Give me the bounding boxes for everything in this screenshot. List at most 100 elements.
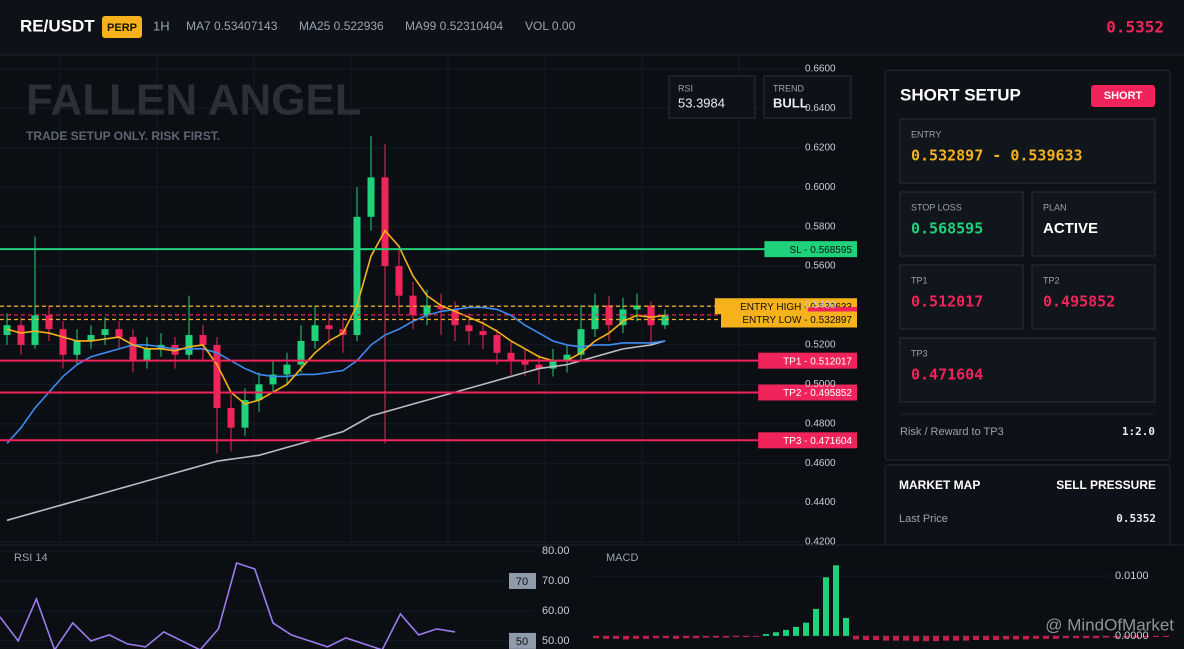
candle-body [507, 352, 515, 361]
macd-bar [963, 635, 969, 641]
tp2-value: 0.495852 [1043, 293, 1115, 311]
candle-body [297, 340, 305, 365]
y-tick-label: 0.5200 [805, 340, 836, 351]
candle-body [661, 315, 669, 326]
rr-value: 1:2.0 [1122, 425, 1155, 438]
y-tick-label: 0.6400 [805, 103, 836, 114]
ma99-info: MA99 0.52310404 [405, 19, 503, 33]
macd-bar [1013, 635, 1019, 640]
candle-body [269, 374, 277, 385]
y-tick-label: 0.5000 [805, 379, 836, 390]
trend-box-label: TREND [773, 83, 804, 93]
candle-body [465, 325, 473, 332]
macd-bar [763, 634, 769, 636]
candle-body [521, 360, 529, 365]
macd-bar [783, 629, 789, 636]
candle-body [549, 360, 557, 369]
top-bar [0, 0, 1184, 55]
candle-body [619, 309, 627, 326]
candle-body [311, 325, 319, 341]
plan-card [1031, 191, 1156, 257]
short-button-bg[interactable] [1091, 85, 1155, 107]
y-tick-label: 0.6200 [805, 142, 836, 153]
level-tag [764, 241, 857, 258]
symbol: RE/USDT [20, 16, 95, 35]
y-tick-label: 0.4800 [805, 418, 836, 429]
y-tick-label: 0.5400 [805, 300, 836, 311]
y-tick-label: 60.00 [542, 605, 570, 617]
macd-bar [843, 617, 849, 636]
macd-bar [793, 626, 799, 636]
candle-body [17, 325, 25, 345]
entry-value: 0.532897 - 0.539633 [911, 147, 1083, 165]
candle-body [87, 335, 95, 341]
candle-body [451, 309, 459, 326]
candle-body [353, 216, 361, 336]
candle-body [129, 337, 137, 361]
y-tick-label: 80.00 [542, 545, 570, 557]
macd-bar [853, 635, 859, 640]
sl-label: STOP LOSS [911, 202, 962, 212]
entry-label: ENTRY [911, 129, 941, 139]
macd-bar [723, 635, 729, 638]
panel-title: SHORT SETUP [900, 85, 1021, 104]
short-button[interactable]: SHORT [1104, 90, 1143, 102]
macd-bar [833, 565, 839, 636]
badge-bg [102, 16, 142, 38]
watermark: FALLEN ANGEL [26, 76, 362, 125]
level-label: TP3 - 0.471604 [783, 436, 852, 447]
macd-bar [953, 635, 959, 641]
macd-bar [653, 635, 659, 639]
macd-bar [603, 635, 609, 639]
macd-bar [743, 635, 749, 638]
level-label: TP2 - 0.495852 [783, 388, 852, 399]
macd-bar [753, 635, 759, 637]
macd-bar [803, 622, 809, 636]
candle-body [591, 305, 599, 330]
candle-body [213, 344, 221, 408]
ma-line [6, 306, 666, 444]
ma-line [6, 340, 666, 522]
macd-bar [1003, 635, 1009, 640]
macd-title: MACD [606, 552, 638, 564]
candle-body [73, 340, 81, 355]
sl-value: 0.568595 [911, 220, 983, 238]
level-label: ENTRY HIGH - 0.539633 [740, 302, 852, 313]
rr-label: Risk / Reward to TP3 [900, 426, 1004, 438]
candle-body [563, 354, 571, 361]
y-tick-label: 70.00 [542, 575, 570, 587]
rsi-box-label: RSI [678, 83, 693, 93]
entry-card [899, 118, 1156, 184]
tp1-card [899, 264, 1024, 330]
macd-bar [1073, 635, 1079, 639]
macd-bar [903, 635, 909, 641]
rsi-box-value: 53.3984 [678, 95, 725, 110]
candle-body [577, 329, 585, 355]
last-price-value: 0.5352 [1116, 512, 1156, 525]
macd-bar [1093, 635, 1099, 639]
tp3-card [899, 337, 1156, 403]
candle-body [325, 325, 333, 330]
y-tick-label: 0.4600 [805, 458, 836, 469]
interval[interactable]: 1H [153, 18, 170, 33]
y-tick-label: 0.6000 [805, 182, 836, 193]
level-tag [758, 352, 857, 369]
overlay-watermark: @ MindOfMarket [1045, 615, 1174, 634]
candle-body [283, 364, 291, 375]
y-tick-label: 50.00 [542, 635, 570, 647]
candle-body [437, 305, 445, 310]
macd-bar [613, 635, 619, 639]
macd-bar [973, 635, 979, 641]
candle-body [199, 335, 207, 345]
macd-bar [913, 635, 919, 642]
rsi-chart [0, 550, 535, 649]
macd-bar [933, 635, 939, 642]
macd-bar [1083, 635, 1089, 639]
macd-bar [943, 635, 949, 641]
candle-body [59, 329, 67, 355]
tp1-value: 0.512017 [911, 293, 983, 311]
candle-body [185, 335, 193, 355]
badge: PERP [107, 22, 137, 34]
macd-bar [1053, 635, 1059, 639]
level-tag [721, 311, 857, 328]
